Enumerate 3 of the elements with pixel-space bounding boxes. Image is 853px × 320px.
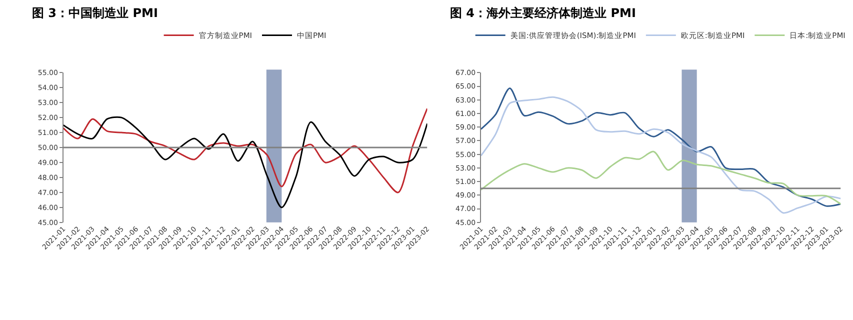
line-series (480, 150, 841, 205)
chart-title: 图 3：中国制造业 PMI (32, 6, 158, 20)
chart-title: 图 4：海外主要经济体制造业 PMI (450, 6, 636, 20)
